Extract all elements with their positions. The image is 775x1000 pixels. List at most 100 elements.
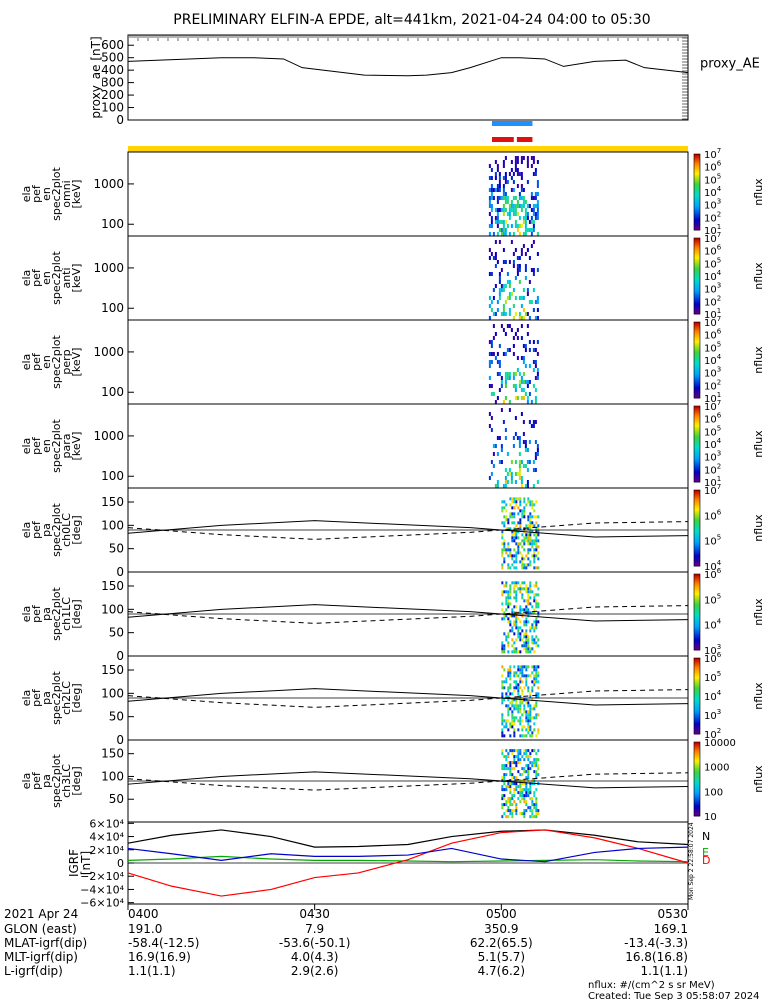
ch3LC-pixel bbox=[523, 797, 526, 801]
ch2LC-pixel bbox=[505, 725, 508, 729]
ch2LC-pixel bbox=[519, 677, 522, 681]
ch3LC-pixel bbox=[513, 794, 516, 798]
ch3LC-pixel bbox=[533, 791, 536, 795]
ch2LC-pixel bbox=[515, 698, 518, 702]
ch2LC-pixel bbox=[535, 692, 538, 696]
ch2LC-ylabel-line: pa bbox=[40, 691, 53, 705]
ch1LC-pixel bbox=[537, 611, 540, 615]
perp-colorbar-frame bbox=[693, 321, 701, 399]
ch1LC-panel: 150100500elapefpaspec2plotch1LC[deg]1061… bbox=[20, 567, 765, 663]
omni-pixel bbox=[496, 208, 499, 212]
ch2LC-pixel bbox=[517, 674, 520, 678]
ch2LC-pixel bbox=[527, 689, 530, 693]
omni-pixel bbox=[506, 196, 509, 200]
ch0LC-pixel bbox=[515, 497, 518, 501]
side-stamp: Mon Sep 2 22:58:07 2024 bbox=[688, 822, 695, 900]
ch1LC-pixel bbox=[521, 587, 524, 591]
para-colorbar-band bbox=[694, 426, 700, 430]
ch0LC-pixel bbox=[519, 560, 522, 564]
omni-pixel bbox=[526, 228, 529, 232]
ch3LC-pixel bbox=[517, 749, 520, 753]
anti-pixel bbox=[502, 260, 505, 264]
ch3LC-colorbar-band bbox=[694, 760, 700, 763]
ch1LC-pixel bbox=[509, 587, 512, 591]
ch0LC-ylabel-line: ch0LC bbox=[60, 513, 73, 547]
ch3LC-pixel bbox=[535, 770, 538, 774]
ch0LC-pixel bbox=[513, 536, 516, 540]
anti-pixel bbox=[520, 296, 523, 300]
ch2LC-pixel bbox=[533, 707, 536, 711]
para-pixel bbox=[514, 472, 517, 476]
ch0LC-pixel bbox=[517, 506, 520, 510]
para-colorbar-band bbox=[694, 406, 700, 409]
ch0LC-colorbar-band bbox=[694, 548, 700, 552]
ch0LC-pixel bbox=[531, 545, 534, 549]
ch0LC-pixel bbox=[535, 554, 538, 558]
ch0LC-pixel bbox=[523, 539, 526, 543]
proxy-ae-tick-label: 500 bbox=[101, 51, 124, 65]
ch1LC-pixel bbox=[511, 581, 514, 585]
para-frame bbox=[127, 403, 689, 489]
omni-colorbar-exponent: 2 bbox=[717, 210, 721, 218]
anti-colorbar-band bbox=[694, 300, 700, 304]
omni-pixel bbox=[534, 212, 537, 216]
ch3LC-pixel bbox=[533, 764, 536, 768]
ch2LC-ylabel-line: [deg] bbox=[70, 683, 83, 712]
ch2LC-pixel bbox=[507, 674, 510, 678]
ch3LC-pixel bbox=[537, 767, 540, 771]
ch2LC-pixel bbox=[527, 710, 530, 714]
ch3LC-pixel bbox=[533, 794, 536, 798]
ch2LC-pixel bbox=[529, 716, 532, 720]
anti-colorbar-band bbox=[694, 258, 700, 262]
ch3LC-colorbar-frame bbox=[693, 741, 701, 817]
ch0LC-colorbar-band bbox=[694, 528, 700, 531]
ch3LC-pixel bbox=[521, 755, 524, 759]
ch3LC-ylabel-line: pef bbox=[30, 771, 43, 790]
ch0LC-colorbar-band bbox=[694, 560, 700, 563]
perp-pixel bbox=[496, 352, 499, 356]
ch1LC-pixel bbox=[517, 581, 520, 585]
omni-pixel bbox=[510, 168, 513, 172]
x-row-value: -53.6(-50.1) bbox=[279, 936, 350, 950]
omni-pixel bbox=[494, 208, 497, 212]
ch3LC-pixel bbox=[515, 761, 518, 765]
x-tick-label: 0530 bbox=[657, 907, 688, 921]
ch0LC-pixel bbox=[529, 563, 532, 567]
para-tick-label: 1000 bbox=[93, 429, 124, 443]
ch2LC-pixel bbox=[527, 719, 530, 723]
ch2LC-pixel bbox=[519, 716, 522, 720]
ch0LC-pixel bbox=[509, 503, 512, 507]
ch1LC-ylabel-line: [deg] bbox=[70, 599, 83, 628]
ch0LC-pixel bbox=[501, 500, 504, 504]
omni-pixel bbox=[514, 208, 517, 212]
ch3LC-pixel bbox=[505, 800, 508, 804]
omni-pixel bbox=[498, 180, 501, 184]
perp-pixel bbox=[504, 376, 507, 380]
ch1LC-colorbar-title: nflux bbox=[752, 598, 765, 626]
omni-pixel bbox=[520, 184, 523, 188]
ch2LC-pixel bbox=[503, 680, 506, 684]
ch0LC-pixel bbox=[511, 533, 514, 537]
ch0LC-pixel bbox=[515, 536, 518, 540]
ch3LC-colorbar-band bbox=[694, 799, 700, 802]
ch1LC-colorbar-band bbox=[694, 636, 700, 640]
perp-pixel bbox=[514, 384, 517, 388]
perp-pixel bbox=[536, 376, 539, 380]
para-pixel bbox=[508, 408, 511, 412]
ch1LC-pixel bbox=[533, 599, 536, 603]
omni-colorbar-band bbox=[694, 165, 700, 168]
x-row-value: 191.0 bbox=[128, 922, 162, 936]
ch3LC-pixel bbox=[517, 797, 520, 801]
proxy-ae-tick-label: 0 bbox=[116, 113, 124, 127]
ch2LC-pixel bbox=[535, 677, 538, 681]
ch0LC-colorbar-band bbox=[694, 554, 700, 557]
ch2LC-pixel bbox=[515, 680, 518, 684]
ch3LC-pixel bbox=[537, 758, 540, 762]
ch0LC-pixel bbox=[529, 527, 532, 531]
para-colorbar-band bbox=[694, 442, 700, 445]
ch1LC-pixel bbox=[527, 587, 530, 591]
omni-pixel bbox=[522, 220, 525, 224]
ch3LC-pixel bbox=[525, 803, 528, 807]
anti-colorbar-band bbox=[694, 249, 700, 252]
anti-pixel bbox=[498, 276, 501, 280]
